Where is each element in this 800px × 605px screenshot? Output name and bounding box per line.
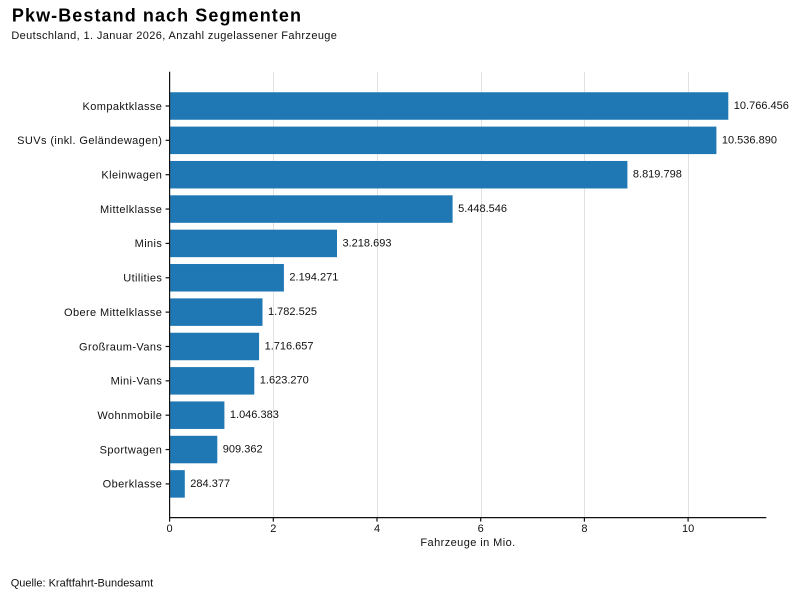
svg-text:Fahrzeuge in Mio.: Fahrzeuge in Mio. [420, 537, 515, 549]
svg-text:2.194.271: 2.194.271 [289, 272, 338, 284]
svg-text:8.819.798: 8.819.798 [633, 169, 682, 181]
svg-text:Obere Mittelklasse: Obere Mittelklasse [64, 307, 162, 319]
svg-text:1.046.383: 1.046.383 [230, 409, 279, 421]
svg-text:Quelle: Kraftfahrt-Bundesamt: Quelle: Kraftfahrt-Bundesamt [11, 578, 153, 590]
svg-text:Minis: Minis [135, 238, 163, 250]
svg-text:909.362: 909.362 [223, 443, 263, 455]
svg-text:SUVs (inkl. Geländewagen): SUVs (inkl. Geländewagen) [17, 135, 162, 147]
svg-text:5.448.546: 5.448.546 [458, 203, 507, 215]
svg-text:10.766.456: 10.766.456 [734, 100, 789, 112]
svg-text:1.716.657: 1.716.657 [265, 340, 314, 352]
svg-text:Utilities: Utilities [123, 273, 162, 285]
svg-text:Kleinwagen: Kleinwagen [101, 170, 162, 182]
svg-text:Mini-Vans: Mini-Vans [111, 376, 163, 388]
svg-text:8: 8 [581, 523, 587, 535]
svg-text:3.218.693: 3.218.693 [343, 237, 392, 249]
svg-text:4: 4 [374, 523, 380, 535]
svg-text:6: 6 [478, 523, 484, 535]
svg-text:Oberklasse: Oberklasse [103, 479, 163, 491]
svg-text:10.536.890: 10.536.890 [722, 134, 777, 146]
svg-text:1.782.525: 1.782.525 [268, 306, 317, 318]
svg-text:Pkw-Bestand nach Segmenten: Pkw-Bestand nach Segmenten [12, 5, 302, 25]
svg-text:Mittelklasse: Mittelklasse [100, 204, 162, 216]
svg-text:2: 2 [270, 523, 276, 535]
svg-text:Sportwagen: Sportwagen [100, 444, 163, 456]
svg-text:10: 10 [682, 523, 694, 535]
svg-text:Wohnmobile: Wohnmobile [97, 410, 162, 422]
svg-text:Deutschland, 1. Januar 2026, A: Deutschland, 1. Januar 2026, Anzahl zuge… [11, 30, 337, 42]
svg-text:1.623.270: 1.623.270 [260, 375, 309, 387]
svg-text:Kompaktklasse: Kompaktklasse [83, 101, 163, 113]
svg-text:284.377: 284.377 [190, 478, 230, 490]
svg-text:Großraum-Vans: Großraum-Vans [79, 341, 162, 353]
svg-text:0: 0 [167, 523, 173, 535]
